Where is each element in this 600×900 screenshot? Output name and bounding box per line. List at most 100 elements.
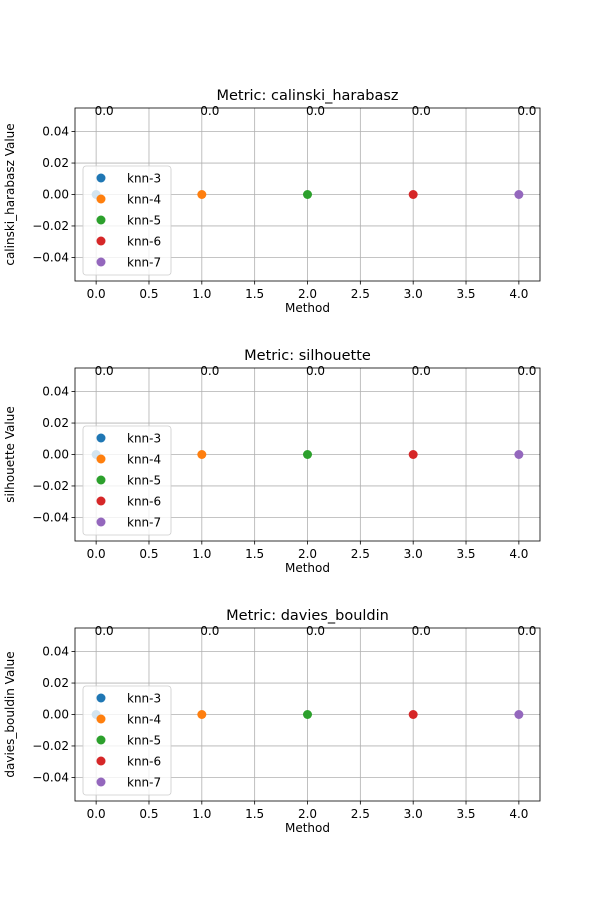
- legend-label-knn-4: knn-4: [127, 453, 161, 467]
- data-point-knn-6: [408, 190, 418, 199]
- legend-marker-knn-7: [96, 517, 106, 527]
- y-tick-label: 0.00: [42, 708, 69, 722]
- x-tick-label: 2.5: [351, 287, 370, 301]
- x-tick-label: 4.0: [509, 547, 528, 561]
- data-point-knn-6: [408, 450, 418, 459]
- x-tick-label: 1.0: [192, 807, 211, 821]
- data-point-knn-6: [408, 710, 418, 719]
- legend-marker-knn-5: [96, 475, 106, 485]
- y-tick-label: 0.04: [42, 385, 69, 399]
- chart-title: Metric: calinski_harabasz: [216, 88, 398, 104]
- value-label-knn-5: 0.0: [306, 624, 325, 638]
- data-point-knn-7: [514, 710, 524, 719]
- legend-marker-knn-6: [96, 496, 106, 506]
- x-tick-label: 0.0: [87, 547, 106, 561]
- legend-label-knn-6: knn-6: [127, 755, 161, 769]
- value-label-knn-7: 0.0: [517, 104, 536, 118]
- subplot-2: 0.0 0.5 1.0 1.5 2.0 2.5 3.0 3.5 4.0 −0.04 −0.02 0.0…: [3, 348, 541, 575]
- legend-box: [82, 685, 172, 796]
- legend: knn-3 knn-4 knn-5 knn-6 knn-7: [82, 165, 172, 276]
- y-tick-label: 0.04: [42, 125, 69, 139]
- legend-marker-knn-7: [96, 257, 106, 267]
- value-label-knn-5: 0.0: [306, 364, 325, 378]
- chart-title: Metric: silhouette: [244, 348, 371, 364]
- y-axis-label: davies_bouldin Value: [3, 651, 17, 777]
- legend-box: [82, 165, 172, 276]
- legend-label-knn-3: knn-3: [127, 172, 161, 186]
- data-point-knn-7: [514, 190, 524, 199]
- data-point-knn-5: [303, 450, 312, 459]
- value-label-knn-6: 0.0: [412, 364, 431, 378]
- value-label-knn-3: 0.0: [95, 624, 114, 638]
- legend-marker-knn-3: [96, 433, 106, 443]
- x-tick-label: 0.5: [139, 807, 158, 821]
- legend-marker-knn-6: [96, 756, 106, 766]
- x-tick-label: 4.0: [509, 807, 528, 821]
- legend-marker-knn-5: [96, 735, 106, 745]
- x-tick-label: 1.5: [245, 547, 264, 561]
- legend-label-knn-3: knn-3: [127, 432, 161, 446]
- legend-label-knn-5: knn-5: [127, 214, 161, 228]
- value-label-knn-3: 0.0: [95, 104, 114, 118]
- x-tick-label: 0.0: [87, 807, 106, 821]
- x-tick-label: 0.5: [139, 547, 158, 561]
- y-tick-label: −0.04: [32, 510, 69, 524]
- y-tick-label: 0.04: [42, 645, 69, 659]
- legend-label-knn-4: knn-4: [127, 193, 161, 207]
- x-tick-label: 3.0: [404, 547, 423, 561]
- x-axis-label: Method: [285, 301, 330, 315]
- legend-marker-knn-7: [96, 777, 106, 787]
- data-point-knn-4: [197, 450, 207, 459]
- legend-marker-knn-4: [96, 194, 106, 204]
- y-tick-label: −0.02: [32, 479, 69, 493]
- y-tick-label: 0.02: [42, 676, 69, 690]
- y-tick-label: 0.02: [42, 156, 69, 170]
- legend-label-knn-5: knn-5: [127, 474, 161, 488]
- x-tick-label: 3.5: [456, 547, 475, 561]
- subplot-3: 0.0 0.5 1.0 1.5 2.0 2.5 3.0 3.5 4.0 −0.04 −0.02 0.0…: [3, 608, 541, 835]
- value-label-knn-3: 0.0: [95, 364, 114, 378]
- y-tick-label: 0.00: [42, 448, 69, 462]
- legend-box: [82, 425, 172, 536]
- legend-marker-knn-3: [96, 173, 106, 183]
- y-axis-label: calinski_harabasz Value: [3, 123, 17, 265]
- x-tick-label: 1.5: [245, 807, 264, 821]
- x-tick-label: 3.5: [456, 807, 475, 821]
- x-tick-label: 0.0: [87, 287, 106, 301]
- x-tick-label: 3.5: [456, 287, 475, 301]
- x-axis-label: Method: [285, 821, 330, 835]
- value-label-knn-6: 0.0: [412, 624, 431, 638]
- data-point-knn-5: [303, 710, 312, 719]
- value-label-knn-7: 0.0: [517, 364, 536, 378]
- legend-label-knn-6: knn-6: [127, 235, 161, 249]
- legend-marker-knn-5: [96, 215, 106, 225]
- x-tick-label: 3.0: [404, 807, 423, 821]
- chart-title: Metric: davies_bouldin: [226, 608, 389, 624]
- x-tick-label: 1.0: [192, 287, 211, 301]
- value-label-knn-5: 0.0: [306, 104, 325, 118]
- value-label-knn-6: 0.0: [412, 104, 431, 118]
- legend: knn-3 knn-4 knn-5 knn-6 knn-7: [82, 685, 172, 796]
- legend-label-knn-7: knn-7: [127, 776, 161, 790]
- data-point-knn-7: [514, 450, 524, 459]
- y-tick-label: −0.02: [32, 219, 69, 233]
- y-tick-label: −0.02: [32, 739, 69, 753]
- x-tick-label: 4.0: [509, 287, 528, 301]
- legend-label-knn-5: knn-5: [127, 734, 161, 748]
- value-label-knn-4: 0.0: [200, 364, 219, 378]
- y-tick-label: −0.04: [32, 770, 69, 784]
- subplot-1: 0.0 0.5 1.0 1.5 2.0 2.5 3.0 3.5 4.0 −0.04 −0.02 0.0…: [3, 88, 541, 315]
- x-tick-label: 2.0: [298, 287, 317, 301]
- value-label-knn-7: 0.0: [517, 624, 536, 638]
- y-tick-label: 0.00: [42, 188, 69, 202]
- x-tick-label: 2.5: [351, 547, 370, 561]
- x-tick-label: 2.0: [298, 547, 317, 561]
- legend-label-knn-3: knn-3: [127, 692, 161, 706]
- x-axis-label: Method: [285, 561, 330, 575]
- x-tick-label: 1.5: [245, 287, 264, 301]
- legend-marker-knn-4: [96, 714, 106, 724]
- data-point-knn-4: [197, 190, 207, 199]
- y-tick-label: −0.04: [32, 250, 69, 264]
- legend-label-knn-4: knn-4: [127, 713, 161, 727]
